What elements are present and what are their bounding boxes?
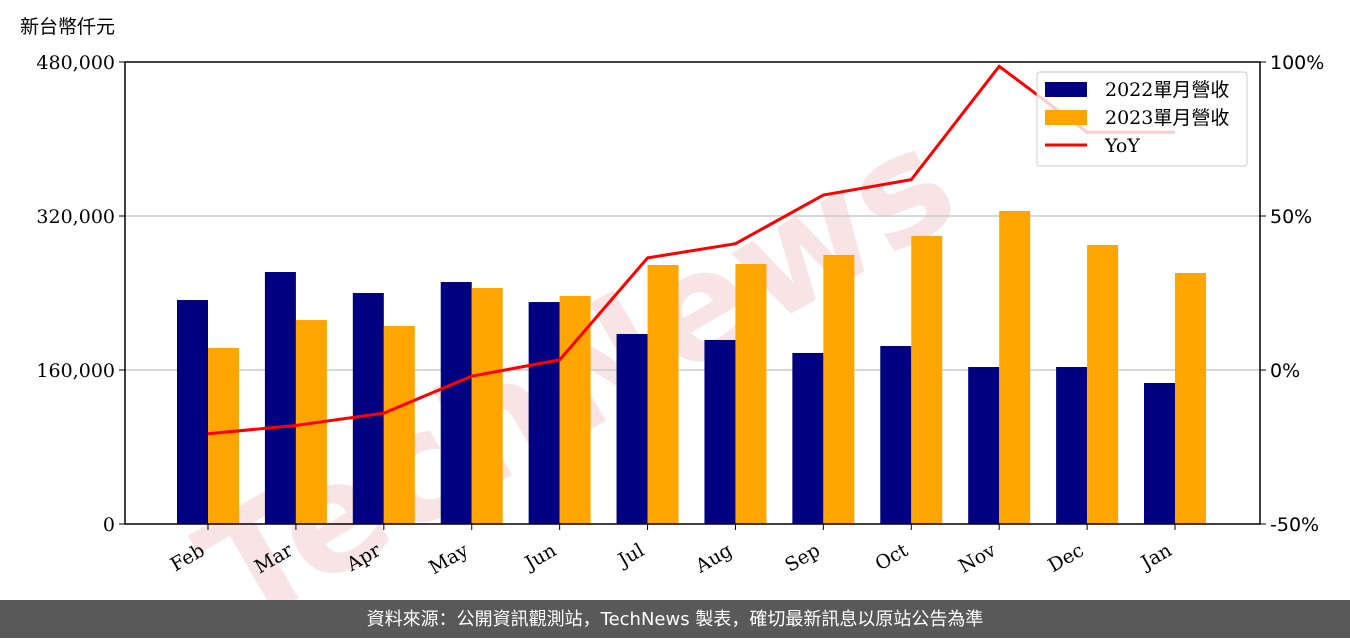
legend-swatch <box>1045 82 1087 97</box>
plot-frame <box>124 61 1261 525</box>
y-axis-label: 新台幣仟元 <box>20 16 115 38</box>
bar <box>911 236 943 524</box>
bar <box>792 352 824 524</box>
bar <box>264 272 296 524</box>
bar <box>471 287 503 524</box>
bar <box>999 210 1031 524</box>
bar <box>383 326 415 524</box>
y-tick-label: 0 <box>103 514 115 536</box>
legend-swatch <box>1045 110 1087 125</box>
bar <box>440 282 472 524</box>
legend-label: 2022單月營收 <box>1105 79 1229 101</box>
legend-box <box>1036 71 1248 167</box>
y2-tick-label: 50% <box>1270 206 1312 228</box>
x-tick-label: Dec <box>1044 539 1087 577</box>
x-tick-label: Sep <box>781 539 824 576</box>
bar <box>352 293 384 524</box>
footer: 資料來源：公開資訊觀測站，TechNews 製表，確切最新訊息以原站公告為準 <box>367 609 984 630</box>
bar <box>1144 382 1175 524</box>
y2-tick-label: -50% <box>1270 514 1319 536</box>
y-tick-label: 480,000 <box>36 52 115 74</box>
line <box>207 64 1175 436</box>
bar <box>968 367 1000 524</box>
x-tick-label: Jun <box>520 539 561 575</box>
x-tick-label: Oct <box>871 539 912 575</box>
x-tick-label: Jul <box>613 539 648 572</box>
bar <box>1056 367 1088 524</box>
y-tick-label: 320,000 <box>36 206 115 228</box>
x-tick-label: Nov <box>955 539 1000 578</box>
legend-label: 2023單月營收 <box>1105 107 1229 129</box>
bar <box>559 295 591 524</box>
bar <box>823 254 855 524</box>
bar <box>880 346 912 524</box>
x-tick-label: Jan <box>1136 539 1176 575</box>
footer-band <box>0 600 1350 638</box>
bar <box>616 334 648 524</box>
bar <box>647 264 679 524</box>
bar <box>704 339 736 524</box>
y2-tick-label: 0% <box>1270 360 1300 382</box>
y2-tick-label: 100% <box>1270 52 1324 74</box>
bar <box>1175 272 1206 524</box>
bar <box>208 347 239 524</box>
bar <box>177 300 208 524</box>
legend-label: YoY <box>1104 135 1140 157</box>
x-tick-label: Aug <box>691 539 736 578</box>
bar <box>735 264 767 524</box>
y-tick-label: 160,000 <box>36 360 115 382</box>
bar <box>1087 244 1119 524</box>
bar <box>528 302 560 524</box>
